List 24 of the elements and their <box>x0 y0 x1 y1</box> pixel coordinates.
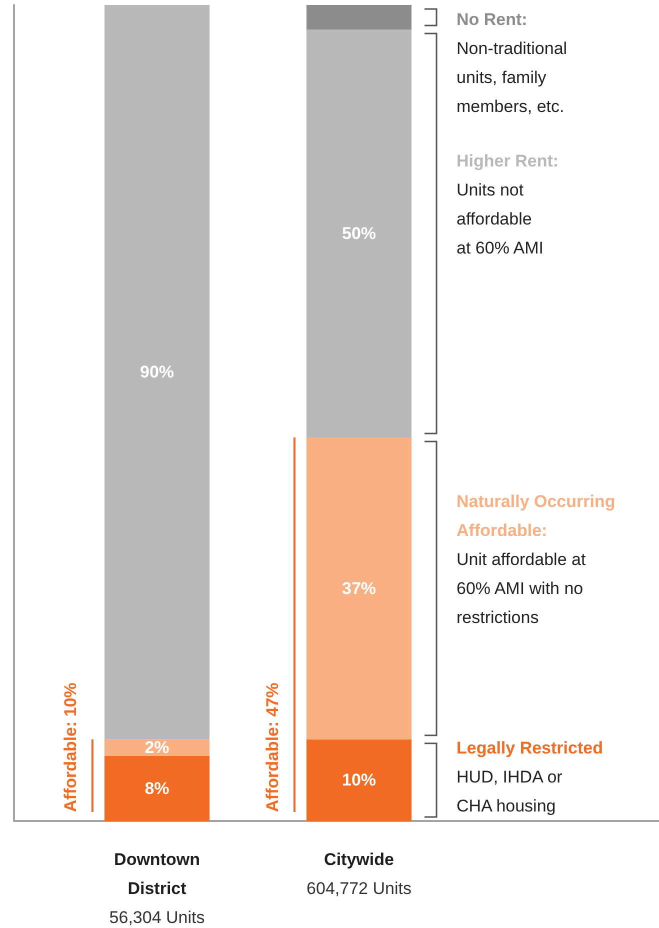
data-label: 90% <box>140 362 174 382</box>
annotation: HUD, IHDA or CHA housing <box>456 767 563 816</box>
data-label: 50% <box>342 224 376 243</box>
bar <box>306 739 412 821</box>
bar <box>306 29 412 438</box>
bar <box>306 5 412 30</box>
x-tick-label: Downtown District 56,304 Units <box>109 850 205 927</box>
x-tick-label: Citywide 604,772 Units <box>306 850 412 898</box>
annotation: Affordable: 10% <box>60 682 80 812</box>
data-label: 37% <box>342 578 376 598</box>
annotation: Unit affordable at 60% AMI with no restrictions <box>456 550 586 627</box>
data-label: 8% <box>144 778 170 798</box>
bar <box>104 756 210 821</box>
text: Higher Rent: <box>456 151 559 170</box>
annotation: Non-traditional units, family members, etc. <box>456 39 568 116</box>
bar <box>306 437 412 740</box>
data-label: 2% <box>144 738 170 758</box>
text: Naturally Occurring Affordable: <box>456 492 616 540</box>
text: No Rent: <box>456 10 528 29</box>
text: Legally Restricted <box>456 738 603 758</box>
data-label: 10% <box>342 770 376 790</box>
annotation: Units not affordable at 60% AMI <box>456 180 544 258</box>
annotation: Affordable: 47% <box>262 682 282 812</box>
bar <box>104 5 210 740</box>
